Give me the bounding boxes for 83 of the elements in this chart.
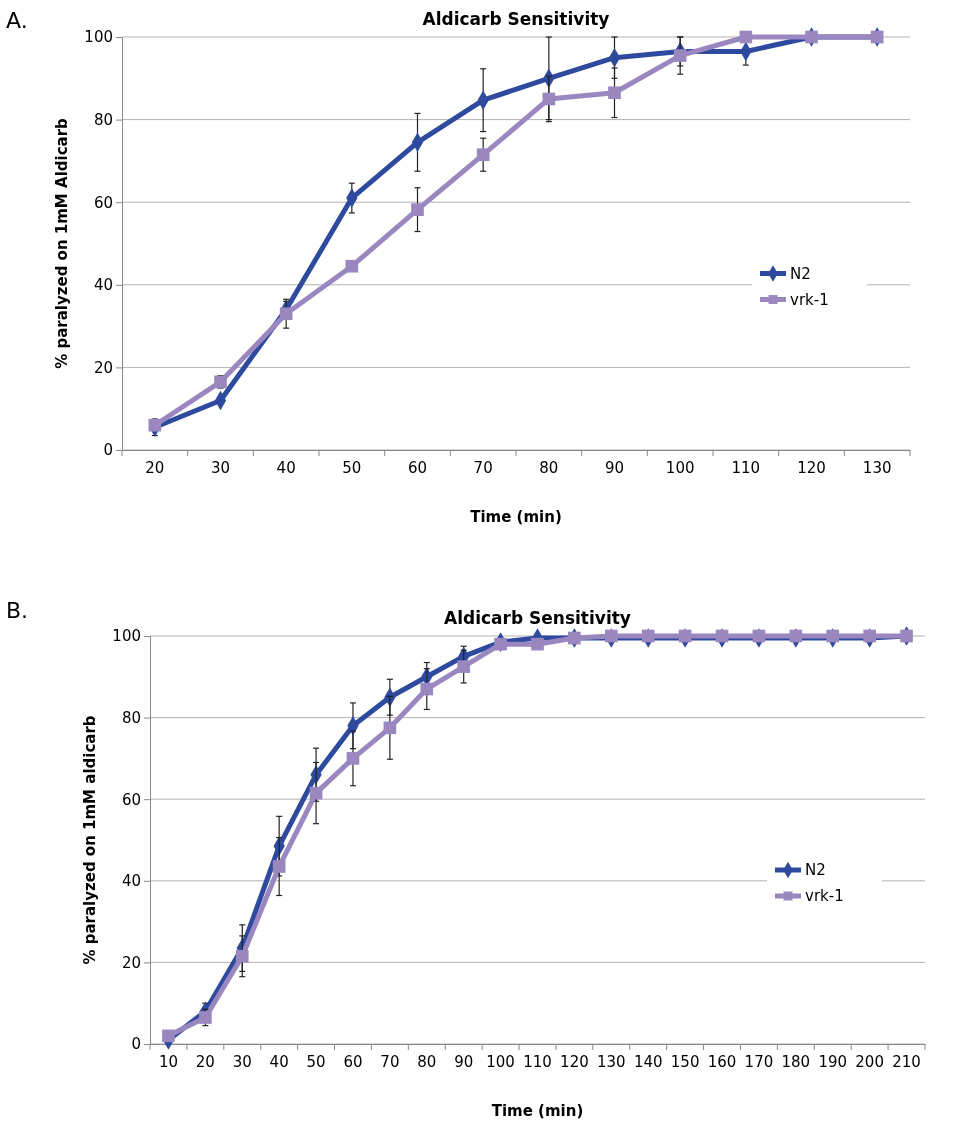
chart-title: Aldicarb Sensitivity bbox=[422, 9, 610, 29]
x-tick-label: 20 bbox=[145, 458, 165, 477]
y-tick-label: 40 bbox=[121, 872, 141, 891]
x-tick-label: 170 bbox=[744, 1052, 774, 1071]
point bbox=[411, 203, 424, 216]
x-tick-label: 80 bbox=[539, 458, 559, 477]
point bbox=[863, 629, 876, 643]
x-tick-label: 10 bbox=[158, 1052, 178, 1071]
x-tick-label: 180 bbox=[781, 1052, 811, 1071]
y-tick-label: 20 bbox=[121, 953, 141, 972]
x-tick-label: 120 bbox=[797, 458, 826, 477]
x-tick-label: 50 bbox=[342, 458, 362, 477]
x-tick-label: 140 bbox=[633, 1052, 663, 1071]
x-tick-label: 100 bbox=[665, 458, 695, 477]
y-tick-label: 100 bbox=[112, 627, 141, 646]
point bbox=[420, 682, 434, 696]
y-tick-label: 0 bbox=[131, 1035, 141, 1054]
point bbox=[678, 629, 692, 643]
x-tick-label: 110 bbox=[731, 458, 761, 477]
x-tick-label: 200 bbox=[855, 1052, 884, 1071]
y-tick-label: 100 bbox=[84, 28, 113, 47]
y-tick-label: 60 bbox=[121, 790, 141, 809]
point bbox=[604, 629, 618, 643]
y-tick-label: 40 bbox=[93, 276, 113, 295]
x-tick-label: 190 bbox=[818, 1052, 848, 1071]
chart-title: Aldicarb Sensitivity bbox=[444, 608, 631, 628]
y-tick-label: 80 bbox=[93, 110, 113, 129]
point bbox=[641, 629, 655, 643]
point bbox=[608, 86, 621, 100]
x-axis-title: Time (min) bbox=[470, 508, 562, 526]
x-axis-title: Time (min) bbox=[491, 1102, 584, 1120]
point bbox=[542, 92, 556, 106]
point bbox=[346, 752, 360, 765]
x-tick-label: 90 bbox=[454, 1052, 474, 1071]
x-tick-label: 30 bbox=[210, 458, 231, 477]
point bbox=[673, 49, 687, 62]
x-tick-label: 100 bbox=[486, 1052, 515, 1071]
point bbox=[162, 1029, 175, 1043]
legend-label: vrk-1 bbox=[790, 290, 829, 309]
x-tick-label: 70 bbox=[380, 1052, 400, 1071]
x-tick-label: 160 bbox=[707, 1052, 737, 1071]
point bbox=[531, 637, 544, 651]
x-tick-label: 50 bbox=[306, 1052, 326, 1071]
text: A. bbox=[6, 8, 28, 33]
x-tick-label: 70 bbox=[473, 458, 493, 477]
x-tick-label: 60 bbox=[407, 458, 428, 477]
x-tick-label: 20 bbox=[195, 1052, 215, 1071]
point bbox=[476, 148, 490, 162]
y-tick-label: 80 bbox=[121, 708, 141, 727]
point bbox=[739, 30, 753, 44]
point bbox=[383, 721, 397, 735]
x-tick-label: 110 bbox=[523, 1052, 552, 1071]
point bbox=[345, 259, 359, 273]
point bbox=[457, 660, 471, 673]
legend-label: N2 bbox=[790, 264, 811, 283]
legend-label: N2 bbox=[805, 861, 826, 879]
point bbox=[752, 629, 766, 643]
y-tick-label: 0 bbox=[103, 441, 113, 460]
text: B. bbox=[6, 598, 29, 623]
point bbox=[715, 629, 729, 643]
point bbox=[235, 949, 249, 963]
point bbox=[272, 860, 286, 873]
x-tick-label: 80 bbox=[417, 1052, 437, 1071]
point bbox=[826, 629, 840, 643]
y-axis-title: % paralyzed on 1mM Aldicarb bbox=[53, 117, 71, 369]
legend-label: vrk-1 bbox=[805, 887, 844, 905]
y-tick-label: 20 bbox=[93, 358, 113, 377]
x-tick-label: 130 bbox=[596, 1052, 626, 1071]
point bbox=[789, 629, 803, 643]
x-tick-label: 90 bbox=[604, 458, 625, 477]
x-tick-label: 120 bbox=[560, 1052, 589, 1071]
x-tick-label: 210 bbox=[892, 1052, 921, 1071]
y-tick-label: 60 bbox=[93, 193, 113, 212]
y-axis-title: % paralyzed on 1mM aldicarb bbox=[81, 715, 99, 965]
point bbox=[279, 307, 293, 321]
point bbox=[494, 637, 507, 651]
x-tick-label: 30 bbox=[232, 1052, 252, 1071]
x-tick-label: 130 bbox=[862, 458, 892, 477]
x-tick-label: 40 bbox=[269, 1052, 289, 1071]
x-tick-label: 150 bbox=[670, 1052, 700, 1071]
x-tick-label: 40 bbox=[276, 458, 296, 477]
point bbox=[309, 786, 323, 800]
x-tick-label: 60 bbox=[343, 1052, 363, 1071]
